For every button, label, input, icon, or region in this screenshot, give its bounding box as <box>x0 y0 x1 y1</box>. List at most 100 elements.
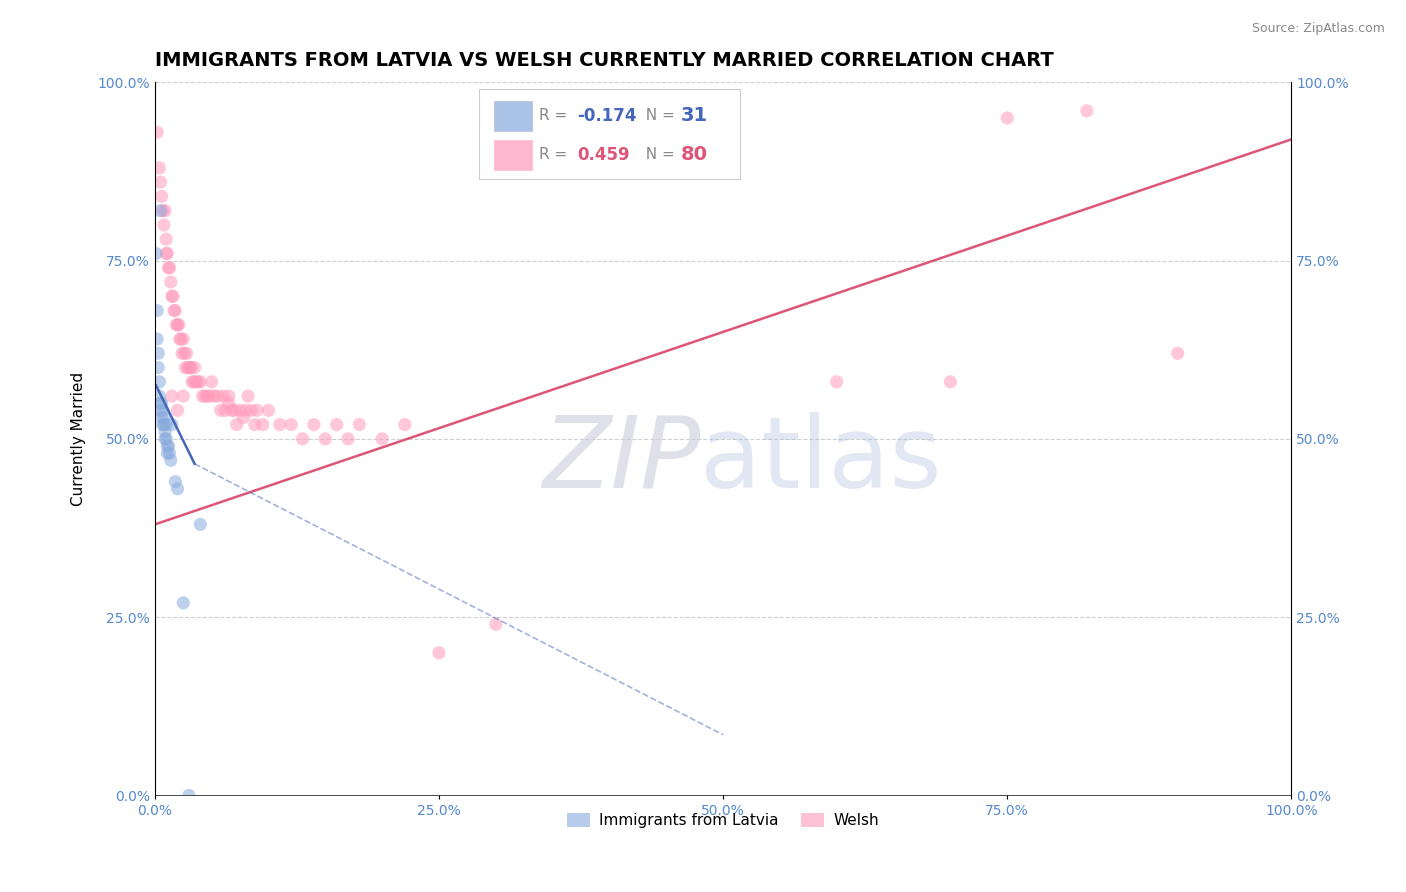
Point <box>150 396 173 410</box>
Point <box>183 375 205 389</box>
Point <box>148 161 170 175</box>
Point <box>240 403 263 417</box>
Point <box>146 303 169 318</box>
Point <box>252 417 274 432</box>
Point <box>148 389 170 403</box>
Point <box>188 375 211 389</box>
Point <box>165 475 187 489</box>
Point <box>159 453 181 467</box>
Point <box>1076 103 1098 118</box>
Point <box>165 318 187 332</box>
FancyBboxPatch shape <box>494 139 531 169</box>
Point <box>280 417 302 432</box>
Point <box>172 596 194 610</box>
Point <box>176 346 198 360</box>
Point <box>166 318 188 332</box>
Point <box>149 396 172 410</box>
Point <box>191 389 214 403</box>
Point <box>183 360 205 375</box>
Point <box>167 318 190 332</box>
Point <box>153 432 176 446</box>
Text: Source: ZipAtlas.com: Source: ZipAtlas.com <box>1251 22 1385 36</box>
Point <box>159 446 181 460</box>
Point <box>195 389 218 403</box>
Point <box>177 360 200 375</box>
Point <box>166 482 188 496</box>
Text: 80: 80 <box>681 145 709 164</box>
Point <box>146 125 169 139</box>
Point <box>160 389 183 403</box>
Point <box>153 417 176 432</box>
Y-axis label: Currently Married: Currently Married <box>72 372 86 506</box>
Point <box>159 275 181 289</box>
Point <box>225 417 247 432</box>
Point <box>257 403 280 417</box>
Point <box>170 332 193 346</box>
Point <box>939 375 962 389</box>
Text: -0.174: -0.174 <box>578 106 637 125</box>
Point <box>157 260 180 275</box>
Point <box>148 375 170 389</box>
Point <box>153 425 176 439</box>
Text: atlas: atlas <box>700 412 942 508</box>
Point <box>218 389 240 403</box>
Point <box>224 403 246 417</box>
Point <box>166 403 188 417</box>
Point <box>180 360 202 375</box>
Point <box>214 403 236 417</box>
Point <box>155 232 177 246</box>
Point <box>235 403 257 417</box>
Point <box>148 346 170 360</box>
Point <box>371 432 394 446</box>
Point <box>232 410 254 425</box>
Point <box>150 189 173 203</box>
Text: IMMIGRANTS FROM LATVIA VS WELSH CURRENTLY MARRIED CORRELATION CHART: IMMIGRANTS FROM LATVIA VS WELSH CURRENTL… <box>155 51 1053 70</box>
Legend: Immigrants from Latvia, Welsh: Immigrants from Latvia, Welsh <box>561 806 886 834</box>
Point <box>302 417 325 432</box>
Point <box>155 417 177 432</box>
Text: N =: N = <box>636 108 679 123</box>
Point <box>155 432 177 446</box>
Point <box>174 360 197 375</box>
Point <box>337 432 360 446</box>
Text: 31: 31 <box>681 106 709 125</box>
Point <box>173 346 195 360</box>
Point <box>172 332 194 346</box>
Point <box>269 417 291 432</box>
Point <box>155 246 177 260</box>
Point <box>145 246 167 260</box>
Point <box>156 439 179 453</box>
Point <box>177 360 200 375</box>
Point <box>165 303 187 318</box>
Point <box>153 410 176 425</box>
Point <box>181 375 204 389</box>
Point <box>149 175 172 189</box>
Point <box>202 389 225 403</box>
Point <box>162 289 184 303</box>
FancyBboxPatch shape <box>478 89 740 178</box>
Point <box>349 417 371 432</box>
Point <box>152 417 174 432</box>
Point <box>184 375 207 389</box>
Point <box>157 439 180 453</box>
Point <box>198 389 221 403</box>
Point <box>1167 346 1189 360</box>
Point <box>177 789 200 803</box>
Point <box>427 646 450 660</box>
Point <box>160 289 183 303</box>
Point <box>148 360 170 375</box>
Point <box>156 246 179 260</box>
Point <box>179 360 201 375</box>
Point <box>291 432 314 446</box>
Point <box>243 417 266 432</box>
Point <box>246 403 269 417</box>
Point <box>153 203 176 218</box>
Point <box>153 218 176 232</box>
Point <box>194 389 217 403</box>
Point <box>187 375 209 389</box>
Point <box>150 410 173 425</box>
Point <box>152 403 174 417</box>
Text: R =: R = <box>538 108 572 123</box>
Point <box>314 432 336 446</box>
Point <box>485 617 508 632</box>
